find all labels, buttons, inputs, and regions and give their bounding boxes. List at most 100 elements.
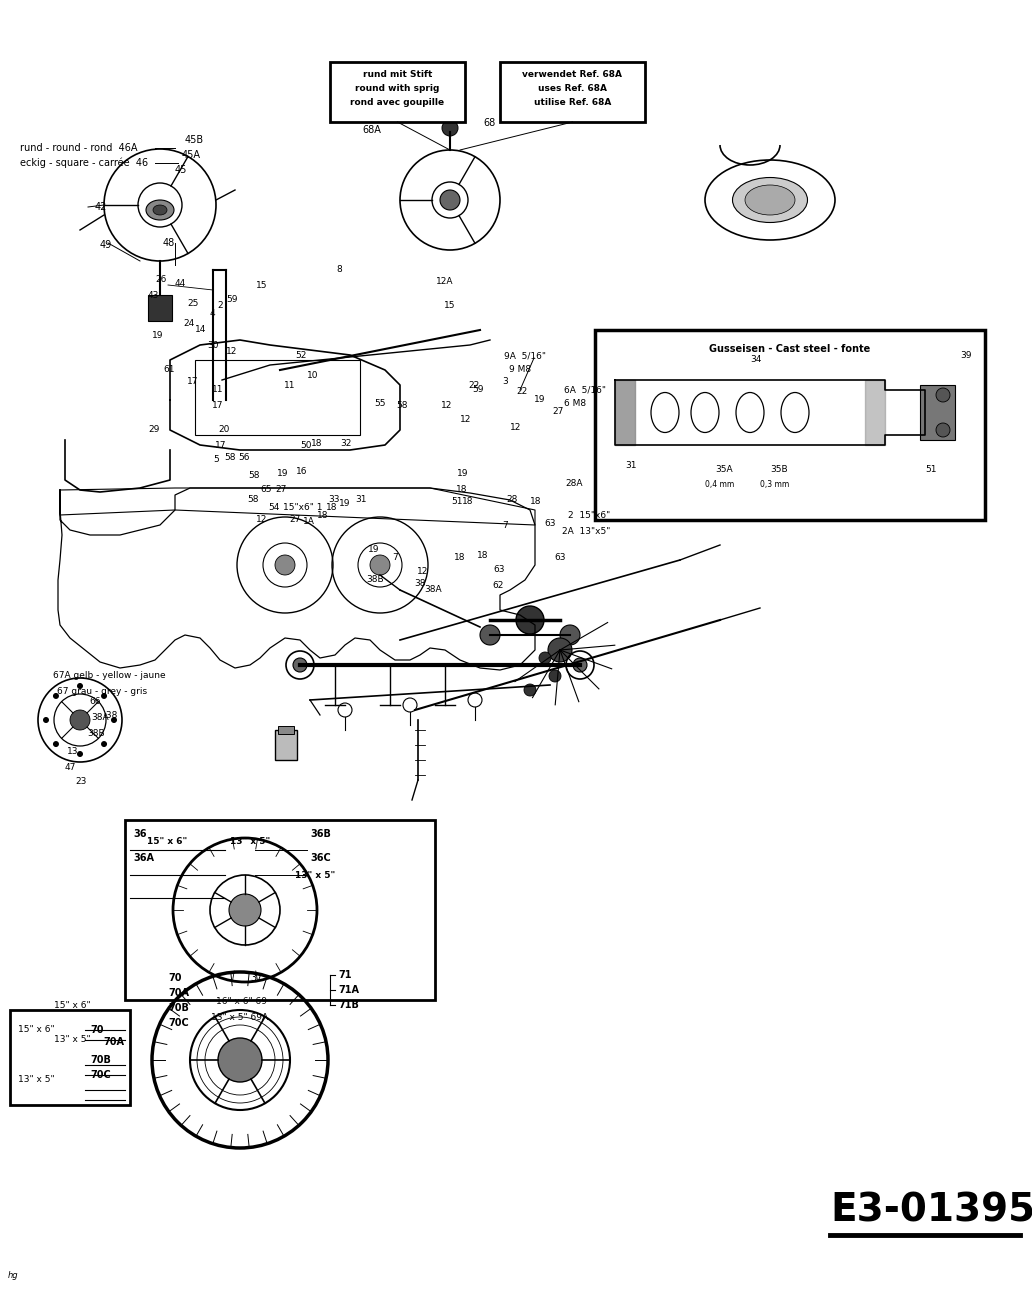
Text: 24: 24 xyxy=(183,319,194,328)
Text: 58: 58 xyxy=(247,496,258,505)
Text: 18: 18 xyxy=(454,554,465,563)
Text: 5: 5 xyxy=(213,456,219,465)
Text: 63: 63 xyxy=(554,554,566,563)
Text: 19: 19 xyxy=(368,546,380,555)
Text: 9 M8: 9 M8 xyxy=(509,365,531,374)
Text: 44: 44 xyxy=(175,279,186,288)
Text: 42: 42 xyxy=(95,201,107,212)
Text: 27: 27 xyxy=(289,515,300,524)
Text: 7: 7 xyxy=(392,554,397,563)
Text: 49: 49 xyxy=(100,240,112,250)
Text: 58: 58 xyxy=(396,400,408,409)
Ellipse shape xyxy=(733,177,807,222)
Circle shape xyxy=(77,751,83,757)
Text: 13" x 5": 13" x 5" xyxy=(54,1035,91,1044)
Text: 22: 22 xyxy=(516,387,527,396)
Text: 59: 59 xyxy=(472,386,484,395)
Text: 10: 10 xyxy=(307,371,319,380)
Circle shape xyxy=(77,683,83,689)
Text: 18: 18 xyxy=(456,485,467,494)
Text: 13: 13 xyxy=(67,747,78,757)
Circle shape xyxy=(101,741,107,747)
Circle shape xyxy=(442,120,458,136)
Text: 63: 63 xyxy=(544,519,555,528)
Text: 15" x 6": 15" x 6" xyxy=(54,1001,91,1010)
Text: 20: 20 xyxy=(218,426,229,435)
Text: 31: 31 xyxy=(625,461,637,470)
Text: 62: 62 xyxy=(492,581,504,590)
Text: 37: 37 xyxy=(250,973,262,982)
Text: 12: 12 xyxy=(226,347,237,356)
Bar xyxy=(330,62,465,123)
Text: 70B: 70B xyxy=(168,1003,189,1013)
Text: rond avec goupille: rond avec goupille xyxy=(351,98,445,107)
Bar xyxy=(278,726,294,735)
Ellipse shape xyxy=(146,200,174,219)
Text: 6 M8: 6 M8 xyxy=(565,399,586,408)
Circle shape xyxy=(53,693,59,698)
Text: 13" x 5": 13" x 5" xyxy=(18,1075,55,1084)
Text: 68: 68 xyxy=(483,117,495,128)
Text: 19: 19 xyxy=(338,500,351,509)
Text: 19: 19 xyxy=(277,469,289,478)
Text: 70B: 70B xyxy=(90,1055,110,1065)
Bar xyxy=(148,296,172,321)
Text: 2  15"x6": 2 15"x6" xyxy=(568,511,610,520)
Text: 51: 51 xyxy=(451,497,462,506)
Text: 70A: 70A xyxy=(168,988,189,998)
Text: 7: 7 xyxy=(502,522,508,531)
Bar xyxy=(125,820,436,1001)
Bar xyxy=(275,729,297,760)
Text: 38: 38 xyxy=(103,711,118,720)
Circle shape xyxy=(516,605,544,634)
Text: eckig - square - carrée  46: eckig - square - carrée 46 xyxy=(20,158,149,168)
Text: 16: 16 xyxy=(296,467,308,476)
Text: 26: 26 xyxy=(155,275,166,284)
Circle shape xyxy=(936,389,950,402)
Text: 12: 12 xyxy=(417,568,428,577)
Text: E3-01395B-01: E3-01395B-01 xyxy=(830,1192,1032,1230)
Text: 51: 51 xyxy=(925,466,936,475)
Circle shape xyxy=(275,555,295,574)
Text: 70: 70 xyxy=(90,1025,103,1035)
Text: 59: 59 xyxy=(226,296,237,305)
Text: 34: 34 xyxy=(750,355,762,364)
Text: 17: 17 xyxy=(212,400,224,409)
Text: 45A: 45A xyxy=(182,150,201,160)
Text: verwendet Ref. 68A: verwendet Ref. 68A xyxy=(522,70,622,79)
Text: 52: 52 xyxy=(295,350,307,359)
Text: 0,4 mm: 0,4 mm xyxy=(705,480,734,489)
Text: 45B: 45B xyxy=(185,136,204,145)
Text: 4: 4 xyxy=(209,309,216,318)
Bar xyxy=(195,360,360,435)
Text: 65: 65 xyxy=(260,485,271,494)
Circle shape xyxy=(480,625,499,646)
Text: 13" x 5": 13" x 5" xyxy=(295,870,335,879)
Text: 27: 27 xyxy=(275,485,286,494)
Text: 15: 15 xyxy=(444,302,455,311)
Circle shape xyxy=(539,652,551,664)
Text: 71B: 71B xyxy=(338,1001,359,1010)
Text: 11: 11 xyxy=(212,386,224,395)
Text: 15"x6" 1: 15"x6" 1 xyxy=(283,503,322,513)
Text: 18: 18 xyxy=(530,497,542,506)
Text: 30: 30 xyxy=(207,341,219,350)
Text: 54: 54 xyxy=(268,503,280,513)
Circle shape xyxy=(293,658,307,673)
Circle shape xyxy=(70,710,90,729)
Text: 18: 18 xyxy=(477,551,488,560)
Text: 70A: 70A xyxy=(103,1037,124,1047)
Text: 22: 22 xyxy=(467,381,479,390)
Text: 16" x 6" 69: 16" x 6" 69 xyxy=(216,998,267,1007)
Text: 58: 58 xyxy=(224,453,235,462)
Text: 12: 12 xyxy=(460,416,472,425)
Text: 18: 18 xyxy=(317,510,328,519)
Text: 28: 28 xyxy=(506,496,517,505)
Ellipse shape xyxy=(153,205,167,216)
Text: 2A  13"x5": 2A 13"x5" xyxy=(562,528,610,537)
Text: 66: 66 xyxy=(89,697,100,706)
Text: 12: 12 xyxy=(441,402,452,411)
Text: 18: 18 xyxy=(326,503,337,513)
Circle shape xyxy=(229,893,261,926)
Text: 71A: 71A xyxy=(338,985,359,995)
